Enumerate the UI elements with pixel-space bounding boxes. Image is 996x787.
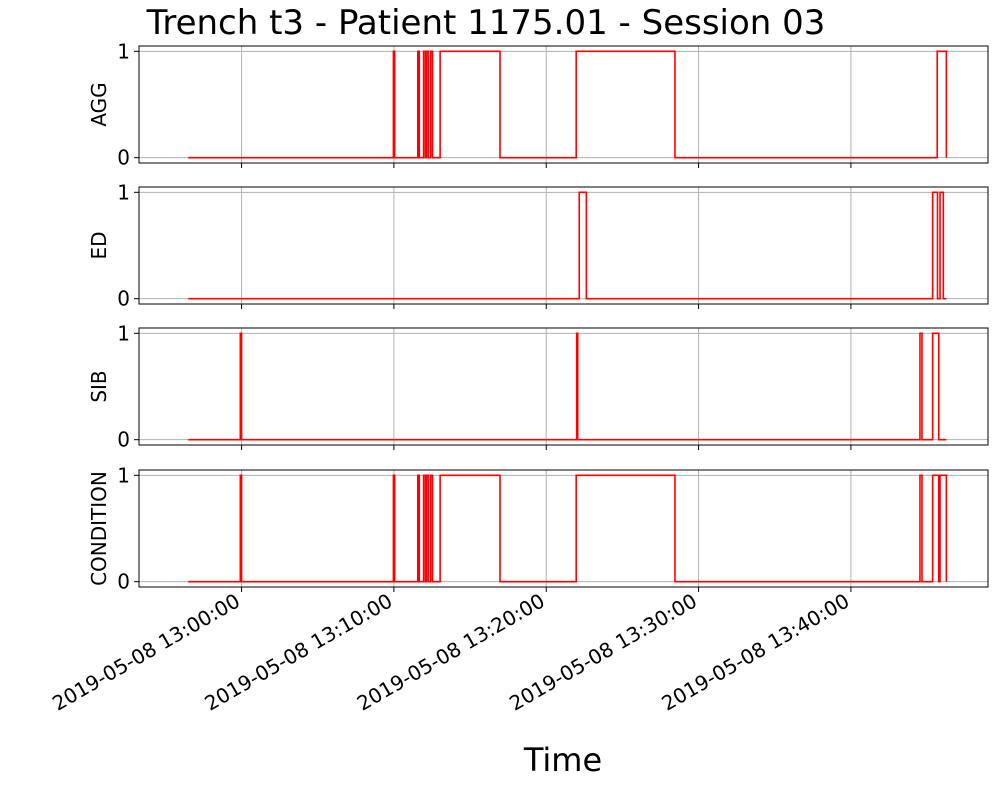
y-axis-label: ED xyxy=(87,231,111,259)
series-line-sib xyxy=(188,332,947,441)
x-axis-label: Time xyxy=(523,741,602,779)
y-tick-label: 0 xyxy=(117,428,130,452)
series-line-agg xyxy=(188,50,948,159)
axes-frame xyxy=(138,469,989,588)
chart-title: Trench t3 - Patient 1175.01 - Session 03 xyxy=(146,3,826,43)
axes-frame xyxy=(138,186,989,305)
y-tick-label: 1 xyxy=(117,321,130,345)
series-line-ed xyxy=(188,191,947,300)
y-tick-label: 0 xyxy=(117,570,130,594)
y-tick-label: 1 xyxy=(117,463,130,487)
y-axis-label: CONDITION xyxy=(87,471,111,586)
axes-frame xyxy=(138,327,989,446)
subplot-ed: 0 1 ED xyxy=(87,180,989,311)
y-axis-label: SIB xyxy=(87,370,111,402)
y-axis-label: AGG xyxy=(87,82,111,126)
series-line-condition xyxy=(188,474,948,583)
subplot-sib: 0 1 SIB xyxy=(87,321,989,452)
y-tick-label: 1 xyxy=(117,180,130,204)
y-tick-label: 0 xyxy=(117,146,130,170)
axes-frame xyxy=(138,45,989,164)
y-tick-label: 1 xyxy=(117,39,130,63)
y-tick-label: 0 xyxy=(117,287,130,311)
